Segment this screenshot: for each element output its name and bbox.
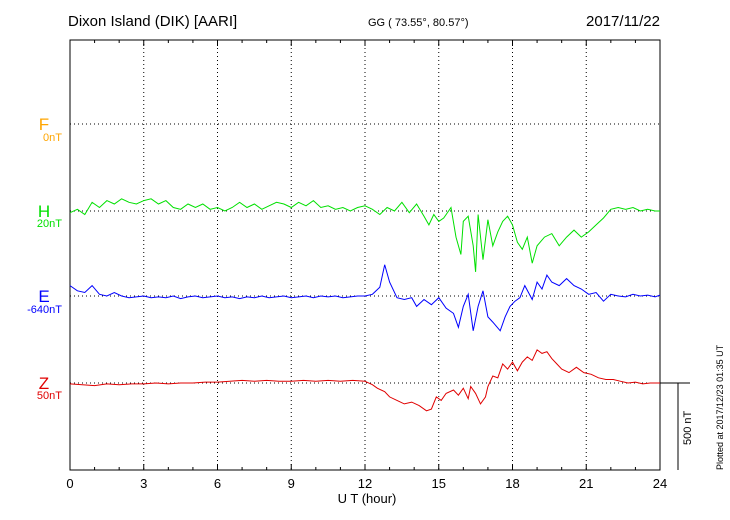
plot-date: 2017/11/22	[586, 13, 660, 30]
x-tick-label: 15	[432, 476, 446, 491]
series-name-Z: Z	[39, 374, 49, 393]
series-line-Z	[69, 349, 660, 412]
scale-bar-label: 500 nT	[682, 410, 694, 445]
series-line-E	[69, 264, 661, 332]
series-baseline-E: -640nT	[27, 304, 62, 316]
series-lines	[69, 198, 661, 412]
grid-lines	[70, 40, 660, 470]
series-line-H	[69, 198, 660, 272]
series-name-F: F	[39, 115, 49, 134]
x-tick-label: 3	[140, 476, 147, 491]
x-tick-label: 6	[214, 476, 221, 491]
x-tick-label: 9	[288, 476, 295, 491]
series-name-E: E	[38, 287, 49, 306]
station-title: Dixon Island (DIK) [AARI]	[68, 13, 237, 30]
series-baseline-H: 20nT	[37, 218, 62, 230]
station-coordinates: GG ( 73.55°, 80.57°)	[368, 17, 469, 29]
x-tick-label: 0	[66, 476, 73, 491]
x-tick-label: 18	[505, 476, 519, 491]
x-axis-ticks: 0 3 6 9 12 15 18 21 24	[66, 40, 667, 491]
series-baseline-Z: 50nT	[37, 390, 62, 402]
series-name-H: H	[38, 202, 50, 221]
scale-bar: 500 nT	[660, 382, 694, 470]
x-tick-label: 12	[358, 476, 372, 491]
plotted-timestamp: Plotted at 2017/12/23 01:35 UT	[715, 344, 725, 470]
x-tick-label: 24	[653, 476, 667, 491]
x-tick-label: 21	[579, 476, 593, 491]
series-baseline-F: 0nT	[43, 132, 62, 144]
x-axis-label: U T (hour)	[338, 491, 397, 506]
